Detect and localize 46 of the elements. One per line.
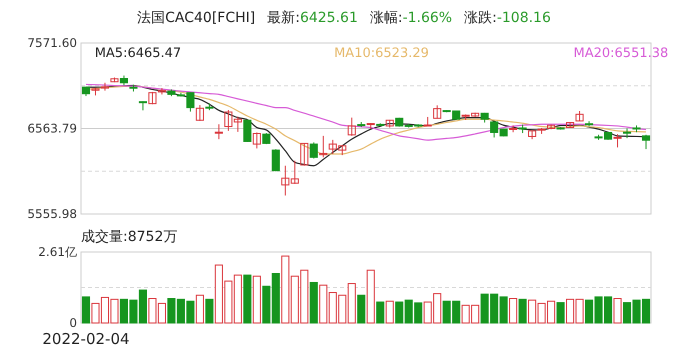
bar [196, 294, 204, 324]
bar [556, 302, 565, 324]
candlestick [433, 104, 442, 120]
candlestick [196, 104, 204, 122]
y-tick-label: 0 [69, 316, 77, 330]
bar [205, 298, 214, 324]
y-tick-label: 7571.60 [27, 36, 77, 50]
text: MA20:6551.38 [574, 46, 668, 61]
candlestick [642, 134, 650, 150]
candlestick [300, 142, 308, 166]
candlestick [243, 119, 252, 142]
candlestick [272, 148, 280, 172]
text: MA10:6523.29 [334, 46, 429, 61]
candlestick [138, 100, 147, 111]
candlestick [319, 135, 328, 158]
candlestick [120, 75, 128, 86]
bar [613, 298, 622, 324]
bar [252, 276, 261, 324]
chart-title: 成交量:8752万 [81, 229, 178, 245]
bar [243, 274, 252, 324]
text: MA5:6465.47 [94, 46, 182, 61]
bar [386, 300, 394, 324]
text: 涨跌:-108.16 [464, 10, 551, 26]
chart-title: 法国CAC40[FCHI] [137, 10, 256, 26]
bar [82, 296, 90, 324]
candlestick [214, 124, 223, 140]
bar [509, 298, 518, 324]
line-series [85, 84, 647, 141]
bar [366, 270, 375, 324]
text: 涨幅:-1.66% [370, 10, 452, 26]
candlestick [622, 128, 632, 139]
y-tick-label: 6563.79 [27, 122, 77, 136]
text: 最新:6425.61 [267, 10, 358, 26]
candlestick [576, 110, 584, 122]
candlestick [82, 86, 90, 97]
candlestick [613, 134, 622, 148]
bar [376, 302, 384, 324]
bar [310, 282, 318, 324]
y-tick-label: 5555.98 [27, 207, 77, 222]
x-tick-label: 2022-02-04 [42, 330, 130, 348]
bar [357, 294, 366, 324]
candlestick [310, 142, 318, 160]
candlestick [348, 117, 356, 136]
bar [518, 298, 527, 324]
y-tick-label: 2.61亿 [38, 245, 77, 260]
candlestick [252, 132, 261, 149]
